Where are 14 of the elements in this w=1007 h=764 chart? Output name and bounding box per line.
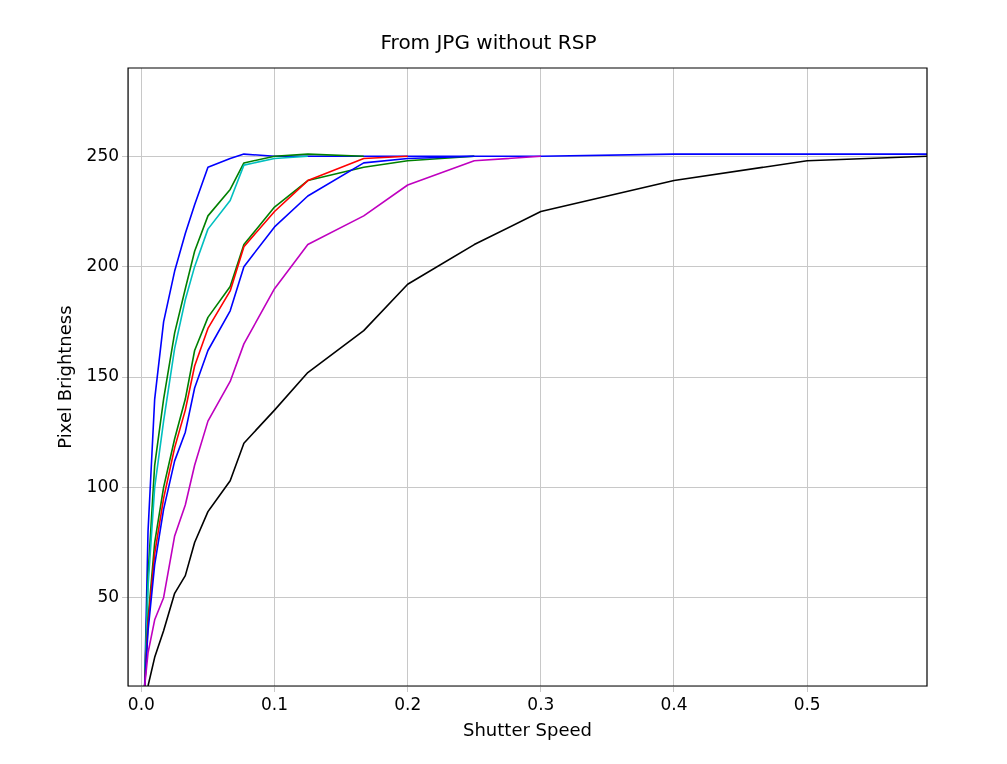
x-tick-label: 0.0 bbox=[127, 693, 155, 714]
y-axis-title: Pixel Brightness bbox=[54, 305, 76, 449]
y-tick-label: 50 bbox=[97, 586, 120, 607]
chart-title: From JPG without RSP bbox=[380, 30, 597, 55]
x-tick-label: 0.2 bbox=[394, 693, 422, 714]
y-tick-label: 200 bbox=[86, 255, 120, 276]
x-tick-label: 0.4 bbox=[660, 693, 688, 714]
x-axis-title: Shutter Speed bbox=[463, 718, 593, 740]
y-tick-label: 250 bbox=[86, 144, 120, 165]
y-tick-label: 150 bbox=[86, 365, 120, 386]
x-tick-label: 0.3 bbox=[527, 693, 555, 714]
x-tick-label: 0.1 bbox=[261, 693, 289, 714]
x-tick-label: 0.5 bbox=[793, 693, 821, 714]
y-tick-label: 100 bbox=[86, 475, 120, 496]
